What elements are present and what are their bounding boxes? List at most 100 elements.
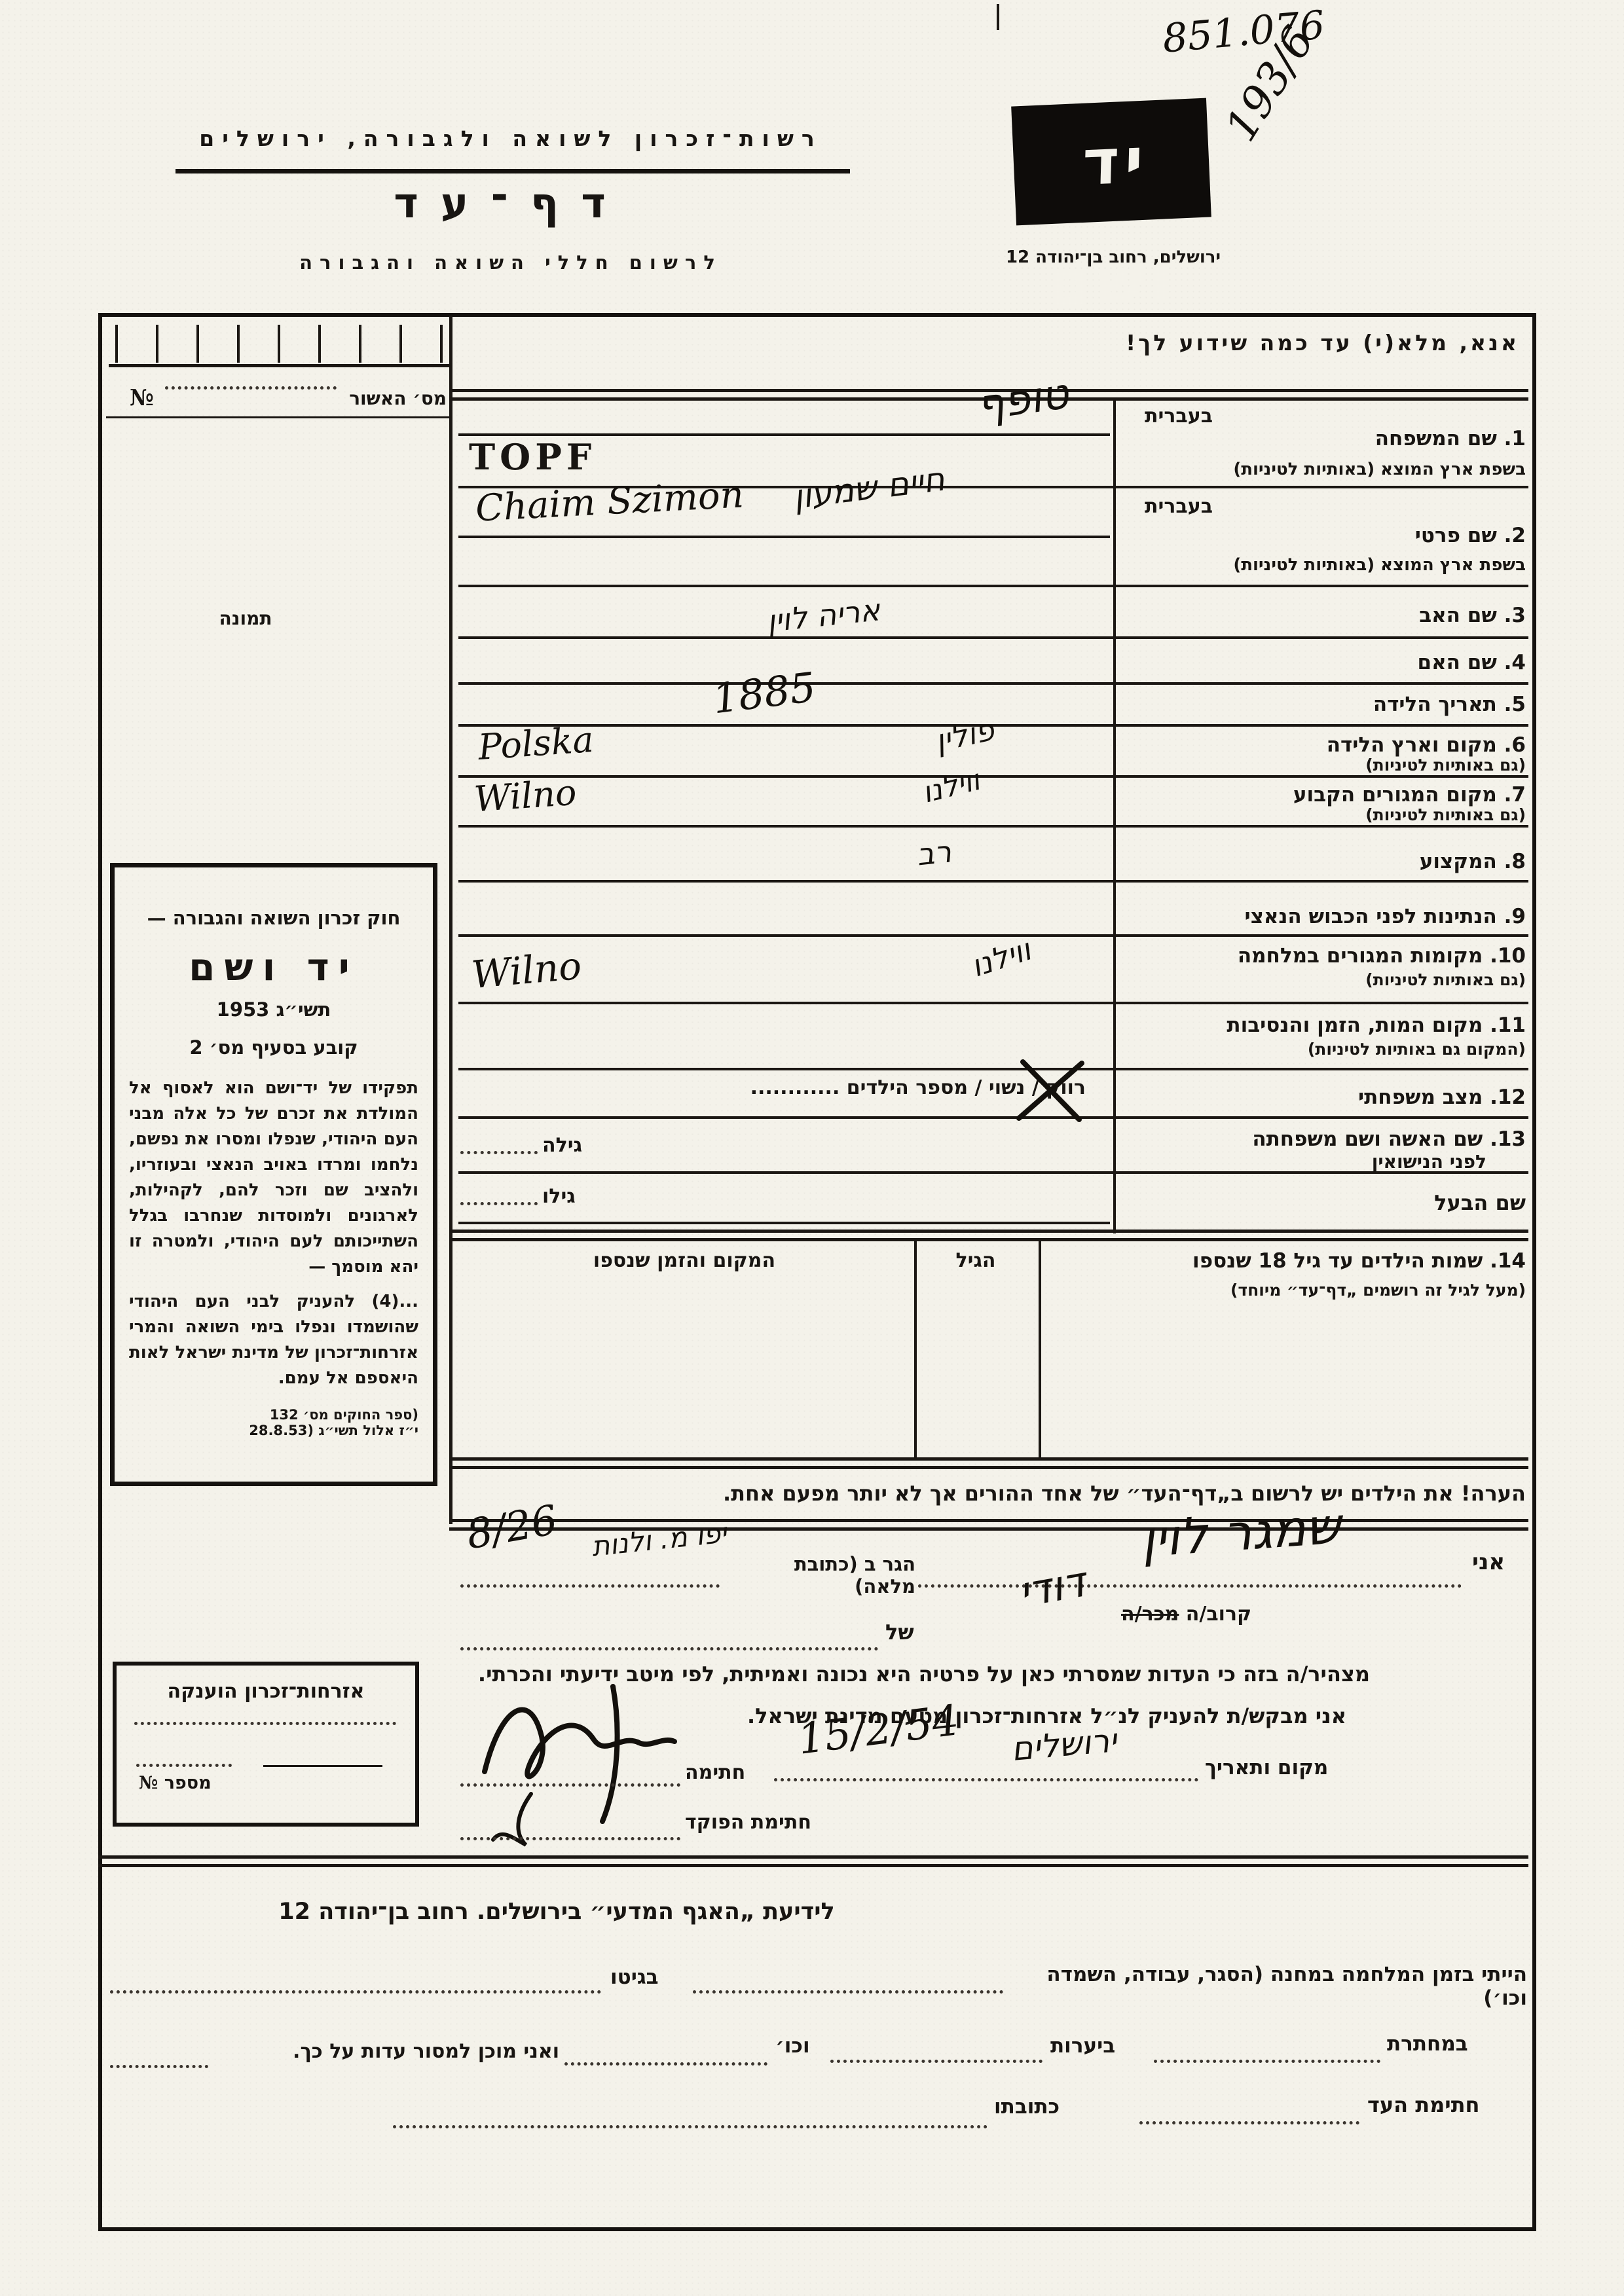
husband-age-label: גילו: [542, 1185, 576, 1208]
children-table-divider: [1039, 1241, 1041, 1457]
photo-placeholder-label: תמונה: [219, 608, 272, 629]
law-name: יד ושם: [189, 945, 359, 989]
field-12-label: 12. מצב משפחתי: [1357, 1085, 1526, 1109]
answer-line: [458, 934, 1528, 937]
answer-line: [458, 1116, 1528, 1119]
page-title: דף־עד: [394, 179, 628, 228]
intro-note: אנא, מלא(י) עד כמה שידוע לך!: [1126, 330, 1519, 355]
clerk-signature-scribble: [491, 1792, 533, 1847]
forests-label: ביערות: [1050, 2034, 1116, 2058]
answer-line: [458, 536, 1110, 538]
field-1-hebrew-label: בעברית: [1145, 405, 1213, 428]
field-2-label: 2. שם פרטי: [1414, 524, 1526, 547]
etc-label: וכו׳: [775, 2034, 810, 2058]
law-paragraph-2: ...(4) להעניק לבני העם היהודי שהושמדו ונ…: [129, 1292, 418, 1388]
answer-line: [458, 1222, 1110, 1224]
declaration-statement-1: מצהיר/ה בזה כי העדות שמסרתי כאן על פרטיה…: [477, 1662, 1370, 1686]
answer-line: [458, 825, 1528, 828]
ghetto-label: בגיטו: [610, 1965, 659, 1989]
scientific-branch-title: לידיעת „האגף המדעי״ בירושלים. רחוב בן־יה…: [278, 1899, 835, 1925]
declarer-address-blank: [460, 1584, 720, 1588]
clerk-signature-label: חתימת הפוקד: [685, 1811, 811, 1834]
field-3-label: 3. שם האב: [1419, 604, 1526, 627]
husband-age-blank: [460, 1202, 538, 1205]
field-9-label: 9. הנתינות לפני הכבוש הנאצי: [1244, 905, 1526, 928]
yad-vashem-logo-text: יד ושם: [1046, 123, 1178, 321]
field-13-label: 13. שם האשה ושם משפחתה: [1252, 1127, 1526, 1151]
field-8-label: 8. המקצוע: [1419, 850, 1526, 873]
ghetto-blank: [110, 1990, 601, 1994]
ruler-underline: [109, 364, 451, 367]
answer-line: [458, 585, 1528, 587]
handwritten-profession: רב: [915, 833, 953, 873]
field-13-label-2: לפני הנישואין: [1371, 1151, 1486, 1173]
memorial-number-blank: [136, 1764, 232, 1767]
handwritten-family-name-latin: TOPF: [469, 436, 597, 478]
page-subtitle: לרשום חללי השואה והגבורה: [299, 251, 722, 274]
field-14-note: (מעל לגיל זה רושמים „דף־עד״ מיוחד): [1230, 1281, 1526, 1300]
field-6-label: 6. מקום וארץ הלידה: [1326, 733, 1526, 757]
law-year: תשי״ג 1953: [216, 998, 331, 1021]
ready-to-testify-label: ואני מוכן למסור עדות על כך.: [293, 2040, 559, 2063]
signature-blank: [460, 1783, 680, 1787]
memorial-box-title: אזרחות־זכרון הוענקה: [167, 1680, 365, 1703]
witness-signature-blank: [1139, 2121, 1359, 2124]
memorial-number-text: מספר: [164, 1773, 212, 1793]
answer-line: [458, 1171, 1528, 1174]
answer-line: [458, 636, 1528, 639]
camp-blank: [693, 1990, 1003, 1994]
underground-label: במחתרת: [1387, 2032, 1468, 2056]
form-outer-box: [98, 313, 1536, 2231]
field-5-label: 5. תאריך הלידה: [1373, 693, 1526, 716]
signature-label: חתימה: [685, 1761, 746, 1784]
place-date-label: מקום ותאריך: [1205, 1756, 1329, 1779]
declaration-statement-2: אני מבקש/ת להעניק לנ״ל אזרחות־זכרון מטעם…: [747, 1704, 1346, 1728]
law-paragraph-1: תפקידו של יד־ושם הוא לאסוף אל המולדת את …: [129, 1078, 418, 1277]
approval-number-blank: [165, 386, 337, 390]
memorial-citizenship-box: אזרחות־זכרון הוענקה: [113, 1662, 419, 1827]
wife-age-label: גילה: [542, 1134, 582, 1157]
scan-artifact-mark: [997, 4, 999, 30]
relative-label: קרוב/ה: [1185, 1603, 1252, 1626]
org-name: רשות־זכרון לשואה ולגבורה, ירושלים: [199, 126, 822, 151]
children-note-line: הערה! את הילדים יש לרשום ב„דף־העד״ של אח…: [722, 1481, 1526, 1506]
underground-blank: [1154, 2060, 1380, 2063]
law-box: חוק זכרון השואה והגבורה — יד ושם תשי״ג 1…: [110, 863, 437, 1486]
field-11-note: (המקום גם באותיות לטיניות): [1307, 1040, 1526, 1059]
field-4-label: 4. שם האם: [1417, 651, 1526, 674]
field-10-note: (גם באותיות לטיניות): [1365, 970, 1526, 989]
relation-type-label: קרוב/ה מכר/ה: [1121, 1603, 1251, 1626]
law-clause: קובע בסעיף מס׳ 2: [189, 1036, 358, 1059]
declarer-name-blank: [918, 1584, 1462, 1588]
witness-address-blank: [393, 2125, 987, 2128]
witness-signature-label: חתימת העד: [1367, 2092, 1480, 2117]
memorial-box-blank: [134, 1722, 396, 1725]
children-age-header: הגיל: [955, 1249, 996, 1272]
acquaintance-label-struck: מכר/ה: [1121, 1603, 1179, 1626]
ready-blank: [110, 2065, 208, 2068]
column-divider-left: [449, 316, 452, 1524]
of-label: של: [885, 1620, 914, 1645]
memorial-number-label: מספר №: [139, 1773, 212, 1793]
answer-line: [458, 682, 1528, 685]
etc-blank: [564, 2062, 767, 2066]
address-line: ירושלים, רחוב בן־יהודה 12: [1005, 247, 1221, 267]
wife-age-blank: [460, 1151, 538, 1154]
field-2-hebrew-label: בעברית: [1145, 495, 1213, 518]
answer-line: [458, 433, 1110, 436]
yad-vashem-logo: יד ושם: [1011, 98, 1211, 321]
approval-number-label: מס׳ האשור: [349, 388, 447, 409]
children-table-top-rule: [449, 1230, 1528, 1241]
law-reference-2: י״ז אלול תשי״ג (28.8.53: [249, 1423, 418, 1438]
answer-line: [458, 486, 1528, 488]
witness-signature-scribble: [482, 1684, 677, 1824]
field-6-note: (גם באותיות לטיניות): [1365, 756, 1526, 774]
ruler-ticks: [115, 325, 451, 363]
forests-blank: [830, 2060, 1043, 2063]
note-bottom-rule: [449, 1519, 1528, 1531]
husband-name-label: שם הבעל: [1434, 1190, 1526, 1215]
memorial-number-sign: №: [139, 1773, 158, 1793]
children-table-divider: [914, 1241, 917, 1457]
answer-line: [458, 1068, 1528, 1070]
